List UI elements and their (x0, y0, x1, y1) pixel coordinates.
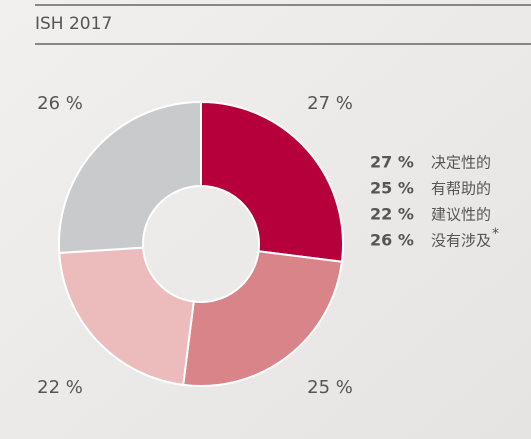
donut-slice (200, 100, 344, 263)
legend-value: 22 % (370, 205, 414, 224)
donut-slice (58, 100, 202, 254)
slice-label: 27 % (307, 93, 353, 114)
legend-label: 没有涉及 (431, 232, 491, 250)
donut-slice (182, 250, 343, 387)
chart-title: ISH 2017 (35, 14, 112, 34)
legend-value: 27 % (370, 153, 414, 172)
legend-value: 25 % (370, 179, 414, 198)
legend-value: 26 % (370, 231, 414, 250)
legend-label: 有帮助的 (431, 180, 491, 198)
legend-label: 决定性的 (431, 154, 491, 172)
slice-label: 22 % (37, 377, 83, 398)
footnote-marker: * (492, 226, 499, 242)
slice-label: 25 % (307, 377, 353, 398)
donut-slice (58, 246, 195, 386)
slice-label: 26 % (37, 93, 83, 114)
legend-label: 建议性的 (431, 206, 491, 224)
